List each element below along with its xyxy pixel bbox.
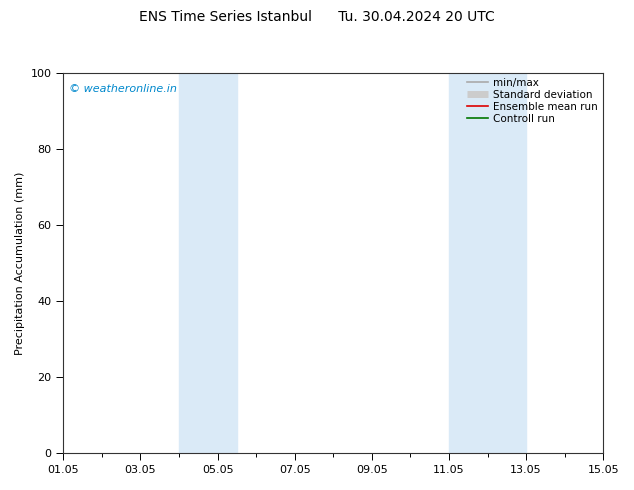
Legend: min/max, Standard deviation, Ensemble mean run, Controll run: min/max, Standard deviation, Ensemble me…: [467, 78, 598, 124]
Text: ENS Time Series Istanbul      Tu. 30.04.2024 20 UTC: ENS Time Series Istanbul Tu. 30.04.2024 …: [139, 10, 495, 24]
Y-axis label: Precipitation Accumulation (mm): Precipitation Accumulation (mm): [15, 171, 25, 355]
Bar: [449, 73, 526, 453]
Bar: [179, 73, 237, 453]
Text: © weatheronline.in: © weatheronline.in: [68, 84, 177, 94]
